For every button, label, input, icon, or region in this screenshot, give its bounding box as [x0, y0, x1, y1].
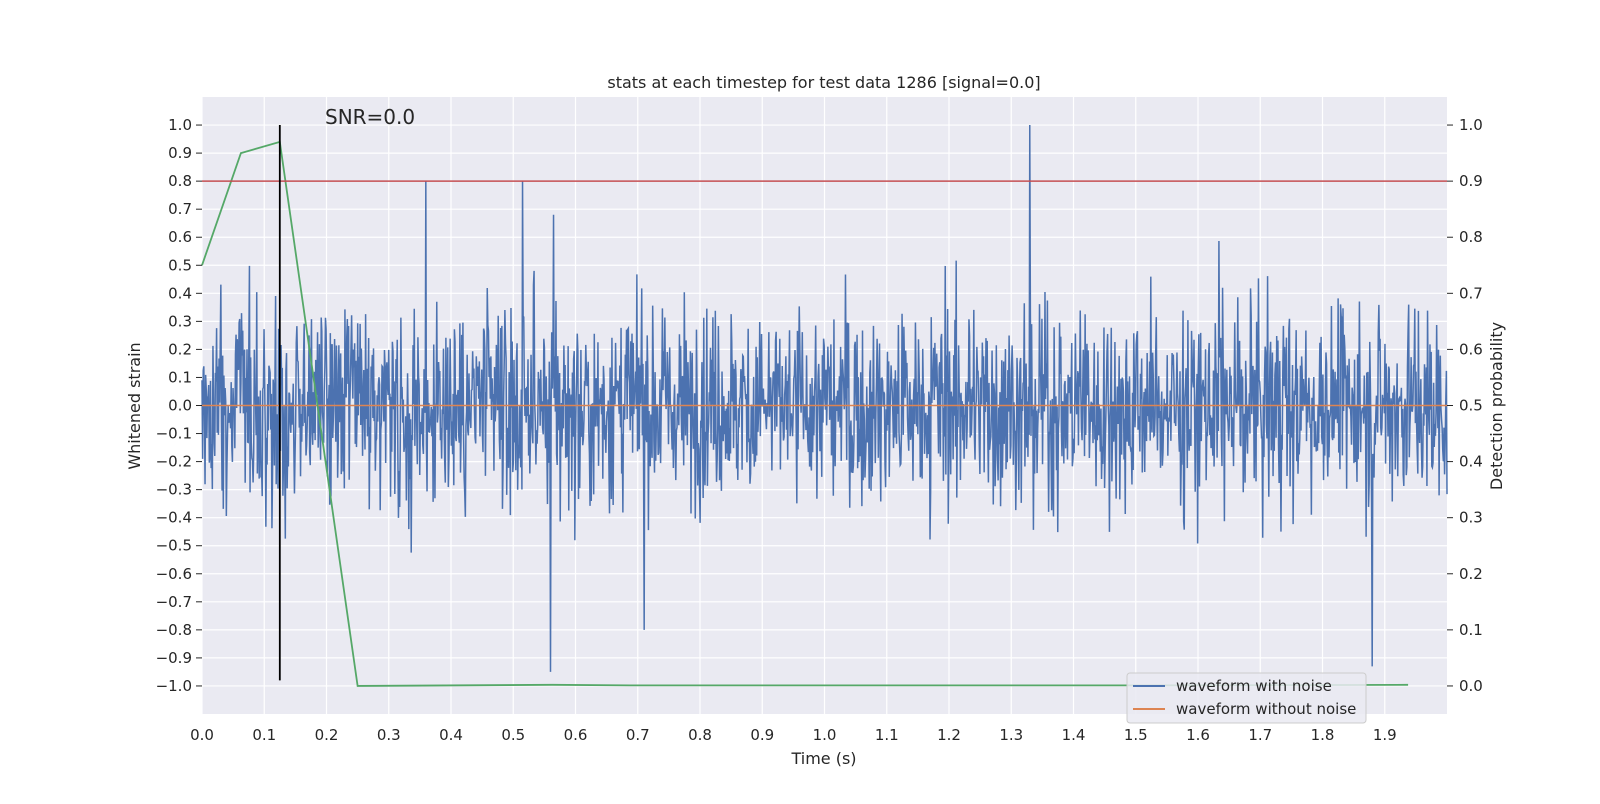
- left-tick-label: −0.1: [156, 425, 192, 443]
- right-tick-label: 0.9: [1459, 172, 1483, 190]
- series-detection-probability: [201, 140, 1409, 687]
- x-tick-label: 0.9: [750, 726, 774, 744]
- x-ticks: 0.0 0.1 0.2 0.3 0.4 0.5 0.6 0.7 0.8 0.9 1.0 1.1 1.2 1…: [190, 726, 1397, 744]
- left-tick-label: 0.8: [168, 172, 192, 190]
- left-tick-label: 0.0: [168, 397, 192, 415]
- x-tick-label: 0.3: [377, 726, 401, 744]
- right-tick-label: 0.4: [1459, 453, 1483, 471]
- right-tick-label: 0.0: [1459, 677, 1483, 695]
- right-y-ticks: 1.0 0.9 0.8 0.7 0.6 0.5 0.4 0.3 0.2 0.1 0.0: [1447, 116, 1483, 695]
- chart-title: stats at each timestep for test data 128…: [607, 73, 1040, 92]
- left-tick-label: 0.3: [168, 312, 192, 330]
- left-tick-label: −0.5: [156, 537, 192, 555]
- detection-probability-line: [201, 140, 1409, 687]
- legend-label-noise: waveform with noise: [1176, 677, 1332, 695]
- left-tick-label: −0.6: [156, 565, 192, 583]
- x-tick-label: 1.2: [937, 726, 961, 744]
- x-tick-label: 0.7: [626, 726, 650, 744]
- left-y-axis-label: Whitened strain: [125, 342, 144, 469]
- x-tick-label: 1.1: [875, 726, 899, 744]
- left-tick-label: −0.2: [156, 453, 192, 471]
- x-tick-label: 1.0: [813, 726, 837, 744]
- snr-annotation: SNR=0.0: [325, 105, 415, 129]
- right-tick-label: 1.0: [1459, 116, 1483, 134]
- right-tick-label: 0.7: [1459, 284, 1483, 302]
- x-tick-label: 0.5: [501, 726, 525, 744]
- left-tick-label: −0.9: [156, 649, 192, 667]
- legend-label-clean: waveform without noise: [1176, 700, 1356, 718]
- left-tick-label: 0.9: [168, 144, 192, 162]
- x-tick-label: 1.4: [1062, 726, 1086, 744]
- right-tick-label: 0.6: [1459, 340, 1483, 358]
- waveform-with-noise-line: [201, 125, 1448, 672]
- left-tick-label: 0.7: [168, 200, 192, 218]
- left-tick-label: 0.4: [168, 284, 192, 302]
- x-tick-label: 1.6: [1186, 726, 1210, 744]
- right-tick-label: 0.8: [1459, 228, 1483, 246]
- x-tick-label: 1.7: [1248, 726, 1272, 744]
- left-tick-label: −0.3: [156, 481, 192, 499]
- right-y-axis-label: Detection probability: [1487, 322, 1506, 490]
- x-tick-label: 0.4: [439, 726, 463, 744]
- right-tick-label: 0.3: [1459, 509, 1483, 527]
- x-tick-label: 1.9: [1373, 726, 1397, 744]
- right-tick-label: 0.2: [1459, 565, 1483, 583]
- x-tick-label: 1.3: [999, 726, 1023, 744]
- legend: waveform with noise waveform without noi…: [1126, 672, 1367, 724]
- left-tick-label: 0.6: [168, 228, 192, 246]
- x-tick-label: 0.0: [190, 726, 214, 744]
- series-waveform-with-noise: [201, 125, 1448, 672]
- left-tick-label: 0.5: [168, 256, 192, 274]
- legend-box: [1126, 672, 1367, 724]
- left-tick-label: −1.0: [156, 677, 192, 695]
- left-y-ticks: 1.0 0.9 0.8 0.7 0.6 0.5 0.4 0.3 0.2 0.1 0.0 −0.1 −0.…: [156, 116, 202, 695]
- left-tick-label: 1.0: [168, 116, 192, 134]
- x-tick-label: 1.5: [1124, 726, 1148, 744]
- x-axis-label: Time (s): [790, 749, 856, 768]
- x-tick-label: 0.2: [315, 726, 339, 744]
- right-tick-label: 0.5: [1459, 397, 1483, 415]
- left-tick-label: 0.1: [168, 368, 192, 386]
- right-tick-label: 0.1: [1459, 621, 1483, 639]
- left-tick-label: −0.4: [156, 509, 192, 527]
- x-tick-label: 0.1: [252, 726, 276, 744]
- x-tick-label: 0.6: [564, 726, 588, 744]
- left-tick-label: −0.8: [156, 621, 192, 639]
- left-tick-label: 0.2: [168, 340, 192, 358]
- left-tick-label: −0.7: [156, 593, 192, 611]
- x-tick-label: 0.8: [688, 726, 712, 744]
- x-tick-label: 1.8: [1311, 726, 1335, 744]
